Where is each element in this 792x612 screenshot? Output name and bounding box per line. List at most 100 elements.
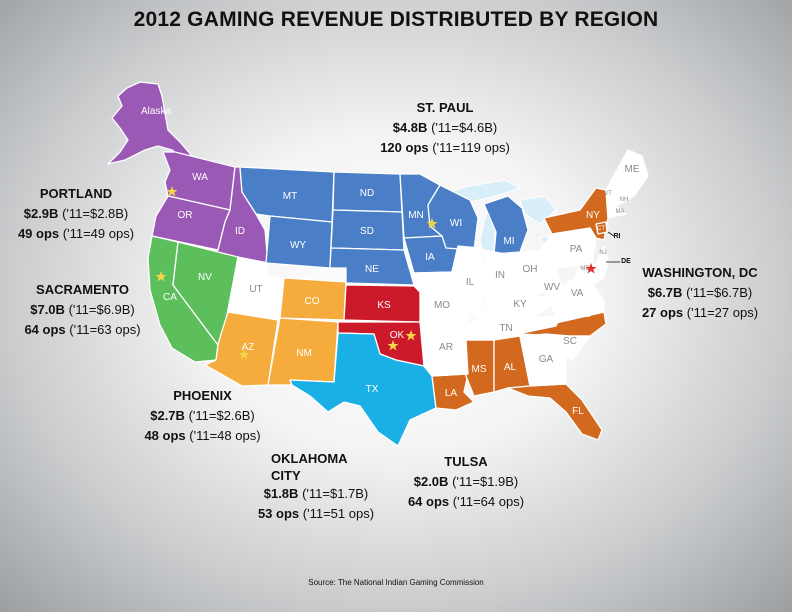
label-pa: PA [570, 244, 583, 255]
region-ops-prev: ('11=64 ops) [452, 494, 525, 509]
star-oklahoma-city [387, 340, 399, 351]
state-ky[interactable] [477, 295, 553, 319]
state-il[interactable] [451, 245, 487, 319]
star-washington-dc [585, 263, 597, 274]
label-va: VA [571, 288, 584, 299]
state-ne[interactable] [329, 247, 415, 286]
label-ia: IA [425, 252, 435, 263]
region-ops-prev: ('11=49 ops) [62, 226, 135, 241]
state-wi[interactable] [427, 184, 479, 251]
label-ca: CA [163, 292, 177, 303]
region-revenue: $1.8B [263, 486, 299, 501]
label-wa: WA [192, 172, 208, 183]
label-sd: SD [360, 226, 374, 237]
label-al: AL [504, 362, 517, 373]
label-nd: ND [360, 188, 374, 199]
region-name: ST. PAUL [416, 100, 474, 115]
star-st-paul [426, 218, 438, 229]
region-revenue-prev: ('11=$6.7B) [686, 285, 753, 300]
label-md: MD [580, 266, 590, 272]
region-name: TULSA [444, 454, 488, 469]
label-la: LA [445, 388, 458, 399]
star-portland [166, 186, 178, 197]
label-vt: VT [604, 191, 612, 197]
label-sc: SC [563, 336, 577, 347]
label-ky: KY [513, 299, 527, 310]
label-wv: WV [544, 282, 560, 293]
region-ops-prev: ('11=51 ops) [302, 506, 375, 521]
region-ops-prev: ('11=48 ops) [189, 428, 261, 443]
region-portland: PORTLAND $2.9B ('11=$2.8B) 49 ops ('11=4… [0, 184, 152, 244]
state-oh[interactable] [505, 249, 547, 301]
region-ops-prev: ('11=63 ops) [69, 322, 141, 337]
state-va[interactable] [551, 277, 605, 323]
label-id: ID [235, 226, 245, 237]
label-de: DE [621, 258, 631, 265]
region-ops: 49 ops [17, 226, 60, 241]
state-ak[interactable] [107, 81, 201, 169]
label-ct: CT [597, 226, 605, 232]
label-mo: MO [434, 300, 450, 311]
label-ri: RI [614, 233, 621, 240]
office-stars [155, 186, 597, 360]
star-sacramento [155, 271, 167, 282]
region-revenue: $2.9B [23, 206, 59, 221]
label-ks: KS [377, 300, 391, 311]
state-tn[interactable] [461, 315, 561, 341]
state-fl[interactable] [507, 383, 603, 441]
label-nm: NM [296, 348, 312, 359]
label-ut: UT [249, 284, 262, 295]
region-name: SACRAMENTO [36, 282, 129, 297]
region-ops: 64 ops [407, 494, 450, 509]
region-tulsa: TULSA $2.0B ('11=$1.9B) 64 ops ('11=64 o… [400, 452, 532, 512]
label-ny: NY [586, 210, 600, 221]
state-az[interactable] [204, 311, 279, 387]
star-phoenix [238, 349, 250, 360]
region-st-paul: ST. PAUL $4.8B ('11=$4.6B) 120 ops ('11=… [380, 98, 510, 158]
label-or: OR [178, 210, 193, 221]
state-sc[interactable] [545, 333, 591, 361]
label-in: IN [495, 270, 505, 281]
region-ops: 48 ops [144, 428, 186, 443]
region-name: PHOENIX [173, 388, 232, 403]
region-revenue: $2.7B [150, 408, 185, 423]
label-ga: GA [539, 354, 554, 365]
region-revenue-prev: ('11=$6.9B) [68, 302, 135, 317]
state-tx[interactable] [289, 332, 437, 447]
label-nc: NC [577, 309, 591, 320]
label-mn: MN [408, 210, 424, 221]
label-nj: NJ [599, 250, 606, 256]
region-ops: 120 ops [380, 140, 429, 155]
region-revenue-prev: ('11=$2.8B) [62, 206, 129, 221]
label-ms: MS [472, 364, 487, 375]
region-name: OKLAHOMA CITY [271, 451, 348, 483]
state-ar[interactable] [423, 329, 469, 377]
state-mi[interactable] [483, 195, 529, 255]
region-oklahoma-city: OKLAHOMA CITY $1.8B ('11=$1.7B) 53 ops (… [250, 450, 382, 524]
region-revenue-prev: ('11=$2.6B) [188, 408, 255, 423]
state-ct[interactable] [595, 221, 608, 235]
label-tn: TN [499, 323, 512, 334]
state-md-de-nj[interactable] [575, 245, 609, 285]
label-wi: WI [450, 218, 462, 229]
region-revenue-prev: ('11=$1.7B) [302, 486, 369, 501]
region-washington-dc: WASHINGTON, DC $6.7B ('11=$6.7B) 27 ops … [632, 263, 768, 323]
region-revenue: $2.0B [413, 474, 449, 489]
region-ops-prev: ('11=27 ops) [686, 305, 759, 320]
region-name: PORTLAND [39, 186, 113, 201]
state-ks[interactable] [343, 284, 421, 323]
label-ma: MA [616, 209, 625, 215]
state-ga[interactable] [519, 333, 567, 387]
state-new-england[interactable] [605, 149, 649, 219]
region-phoenix: PHOENIX $2.7B ('11=$2.6B) 48 ops ('11=48… [135, 386, 270, 446]
label-nv: NV [198, 272, 212, 283]
region-ops: 64 ops [24, 322, 66, 337]
region-ops: 27 ops [641, 305, 684, 320]
label-nh: NH [620, 197, 629, 203]
map-title: 2012 GAMING REVENUE DISTRIBUTED BY REGIO… [133, 8, 659, 31]
label-fl: FL [572, 406, 584, 417]
label-leader-lines [606, 231, 620, 263]
region-revenue-prev: ('11=$1.9B) [452, 474, 519, 489]
state-pa[interactable] [539, 227, 597, 273]
